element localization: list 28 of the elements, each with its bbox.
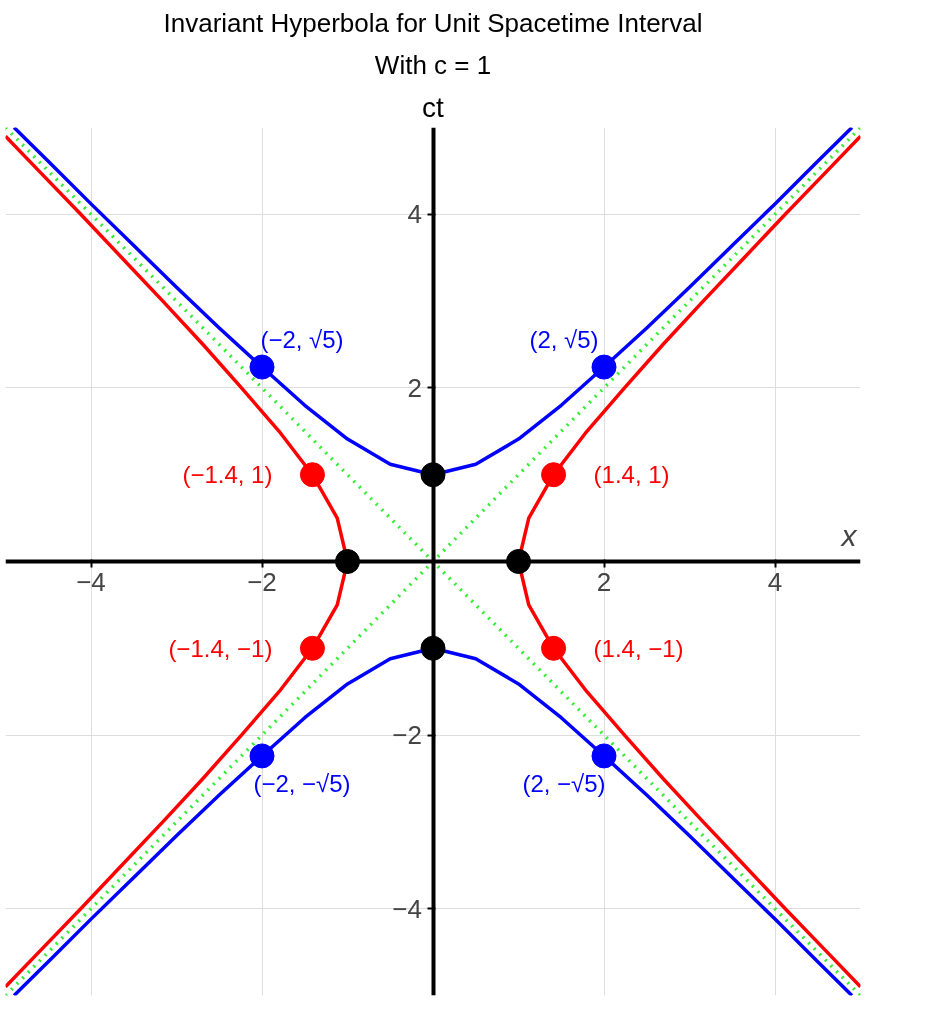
x-tick-label: 4 [767, 566, 783, 597]
point [591, 354, 617, 380]
x-tick-label: −2 [247, 566, 277, 597]
chart-title: Invariant Hyperbola for Unit Spacetime Interval [163, 7, 703, 38]
point [249, 354, 275, 380]
chart-subtitle: With c = 1 [374, 49, 492, 80]
y-tick-label: −2 [392, 720, 423, 751]
annotation: (2, −√5) [522, 770, 606, 798]
y-tick-label: −4 [392, 893, 423, 924]
point [541, 635, 567, 661]
annotation: (−2, −√5) [253, 770, 351, 798]
annotation: (1.4, 1) [593, 461, 670, 489]
annotation: (−1.4, −1) [168, 634, 273, 662]
x-axis-title: x [839, 518, 858, 552]
x-tick-label: −4 [76, 566, 106, 597]
annotation: (1.4, −1) [593, 634, 684, 662]
annotation: (−2, √5) [260, 325, 344, 353]
point [249, 743, 275, 769]
x-tick-label: 2 [596, 566, 612, 597]
y-tick-label: 4 [407, 199, 423, 230]
point [541, 462, 567, 488]
point [299, 635, 325, 661]
point [299, 462, 325, 488]
annotation: (2, √5) [529, 325, 599, 353]
annotation: (−1.4, 1) [182, 461, 273, 489]
point [591, 743, 617, 769]
y-axis-title: ct [422, 91, 445, 123]
y-tick-label: 2 [407, 372, 423, 403]
